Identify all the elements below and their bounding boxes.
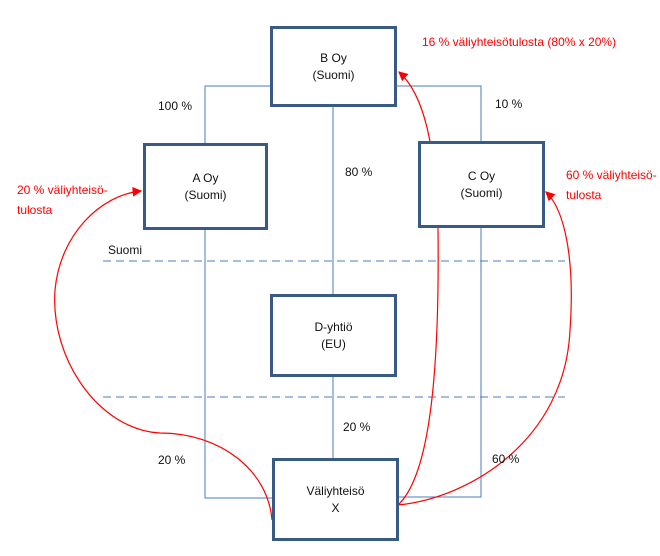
ownership-line-b-c xyxy=(397,85,482,141)
entity-country: (EU) xyxy=(321,336,346,351)
income-note-b: 16 % väliyhteisötulosta (80% x 20%) xyxy=(422,35,617,49)
ownership-label-b-a: 100 % xyxy=(158,99,193,113)
ownership-label-b-d: 80 % xyxy=(345,165,373,179)
entity-name: B Oy xyxy=(320,50,347,65)
entity-box-c-oy: C Oy (Suomi) xyxy=(418,141,545,228)
entity-name: A Oy xyxy=(192,170,219,185)
income-note-a: 20 % väliyhteisö- tulosta xyxy=(17,180,108,220)
entity-country: (Suomi) xyxy=(184,187,227,202)
ownership-label-d-x: 20 % xyxy=(343,420,371,434)
entity-name: Väliyhteisö xyxy=(306,483,365,498)
income-arrow-a xyxy=(54,187,273,521)
income-note-c-line2: tulosta xyxy=(566,188,602,202)
ownership-line-b-a xyxy=(204,85,270,143)
ownership-label-c-x: 60 % xyxy=(492,452,520,466)
entity-box-a-oy: A Oy (Suomi) xyxy=(143,143,268,230)
entity-name: D-yhtiö xyxy=(314,319,353,334)
entity-box-valiyhteiso-x: Väliyhteisö X xyxy=(272,458,399,541)
entity-country: X xyxy=(331,500,340,515)
border-label-suomi: Suomi xyxy=(108,243,143,257)
entity-country: (Suomi) xyxy=(312,67,355,82)
income-arrow-c xyxy=(397,191,572,506)
income-note-a-line1: 20 % väliyhteisö- xyxy=(17,183,108,197)
ownership-line-c-x xyxy=(398,228,482,498)
income-arrow-b xyxy=(397,71,439,506)
ownership-label-b-c: 10 % xyxy=(495,97,523,111)
income-note-c-line1: 60 % väliyhteisö- xyxy=(566,168,657,182)
income-note-c: 60 % väliyhteisö- tulosta xyxy=(566,165,657,205)
entity-country: (Suomi) xyxy=(460,185,503,200)
entity-name: C Oy xyxy=(467,168,496,183)
ownership-label-a-x: 20 % xyxy=(158,453,186,467)
ownership-line-a-x xyxy=(204,230,272,499)
income-note-a-line2: tulosta xyxy=(17,203,53,217)
entity-box-b-oy: B Oy (Suomi) xyxy=(270,26,397,107)
entity-box-d-yhtio: D-yhtiö (EU) xyxy=(270,294,397,377)
